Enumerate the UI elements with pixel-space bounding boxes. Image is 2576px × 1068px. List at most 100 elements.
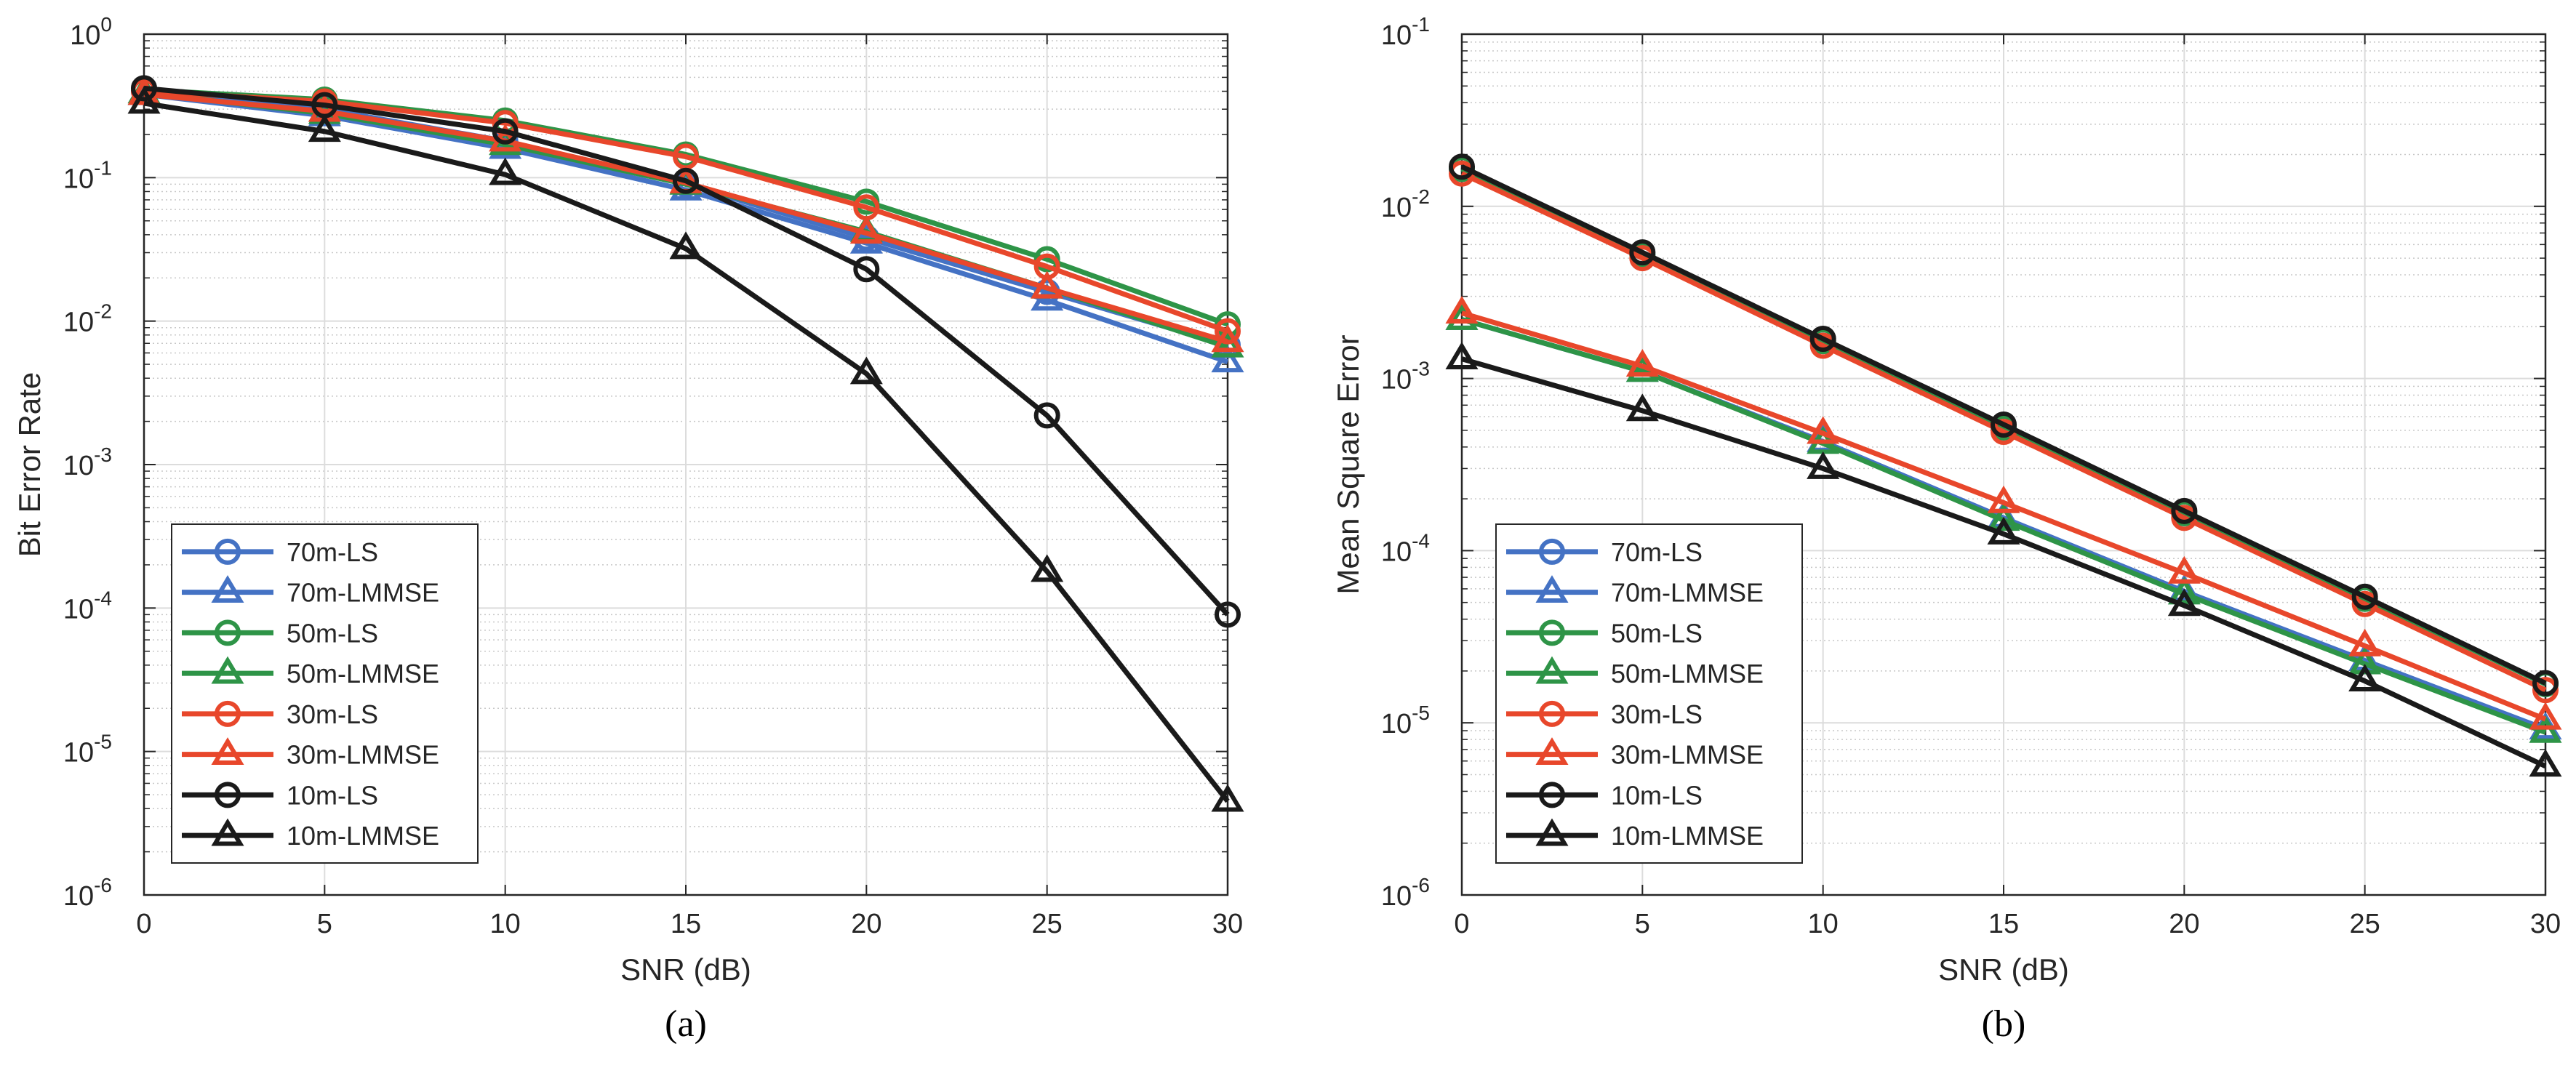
data-point (1449, 153, 1475, 180)
x-tick-label: 25 (1032, 909, 1063, 939)
y-tick-base: 10 (1381, 365, 1412, 396)
y-tick-label: 10-6 (63, 874, 112, 912)
legend-item: 10m-LS (1506, 780, 1703, 810)
legend-item: 10m-LMMSE (182, 818, 439, 851)
y-tick-base: 10 (63, 164, 94, 194)
data-point (849, 216, 883, 244)
y-tick-label: 10-3 (1381, 358, 1430, 396)
x-tick-label: 15 (1988, 909, 2019, 939)
data-point (2348, 664, 2382, 692)
y-tick-exponent: -4 (1412, 529, 1430, 552)
y-tick-exponent: -2 (94, 300, 112, 323)
panel-b: 0 5 10 15 20 25 3010-610-510-410-310-210-1SNR … (1331, 13, 2562, 1045)
series-line (143, 100, 1230, 803)
data-point (131, 75, 157, 102)
data-point (1535, 737, 1569, 766)
data-point (1539, 700, 1565, 727)
data-point (215, 700, 241, 727)
data-point (1539, 619, 1565, 646)
y-tick-base: 10 (63, 881, 94, 912)
legend-item: 30m-LMMSE (1506, 737, 1764, 770)
series-line (143, 85, 1230, 617)
x-axis-label: SNR (dB) (620, 952, 751, 987)
panel-caption: (b) (1982, 1003, 2026, 1045)
y-tick-base: 10 (70, 20, 100, 51)
data-point (1539, 538, 1565, 565)
y-tick-base: 10 (1381, 20, 1412, 51)
legend-item: 70m-LS (182, 537, 378, 567)
y-tick-label: 10-5 (1381, 702, 1430, 739)
y-tick-base: 10 (1381, 537, 1412, 567)
data-point (308, 114, 341, 142)
data-point (1987, 503, 2020, 531)
y-tick-exponent: 0 (100, 13, 112, 36)
data-point (2167, 577, 2201, 605)
data-point (2529, 749, 2562, 777)
legend-label: 10m-LMMSE (1611, 821, 1764, 851)
data-point (2529, 715, 2562, 743)
data-point (1211, 345, 1244, 373)
legend-label: 10m-LMMSE (287, 821, 439, 851)
data-point (489, 157, 522, 185)
legend-item: 30m-LS (182, 699, 378, 729)
legend-label: 30m-LMMSE (287, 740, 439, 770)
legend-label: 10m-LS (287, 780, 378, 810)
y-tick-base: 10 (1381, 193, 1412, 223)
data-point (1807, 416, 1840, 444)
panel-a: 0 5 10 15 20 25 3010-610-510-410-310-210-1100S… (12, 13, 1244, 1045)
data-point (2171, 497, 2198, 524)
data-point (1215, 601, 1241, 628)
legend-item: 10m-LS (182, 780, 378, 810)
legend-label: 30m-LS (1611, 699, 1703, 729)
data-point (1535, 818, 1569, 846)
legend: 70m-LS 70m-LMMSE 50m-LS 50m-LMMSE 30m-LS 30m-… (1495, 523, 1803, 864)
legend-label: 70m-LS (1611, 537, 1703, 567)
data-point (673, 167, 699, 194)
legend-item: 70m-LS (1506, 537, 1703, 567)
data-point (1445, 342, 1479, 370)
data-point (211, 656, 244, 684)
legend-box (171, 523, 479, 864)
series-line (1461, 310, 2547, 722)
legend-label: 30m-LS (287, 699, 378, 729)
data-point (492, 118, 519, 145)
data-point (1033, 402, 1060, 429)
legend-label: 70m-LS (287, 537, 378, 567)
legend-label: 70m-LMMSE (1611, 578, 1764, 608)
data-point (2532, 670, 2559, 696)
data-point (849, 356, 883, 385)
data-point (1625, 349, 1659, 377)
legend-box (1495, 523, 1803, 864)
y-tick-label: 10-2 (63, 300, 112, 338)
y-tick-exponent: -6 (1412, 874, 1430, 896)
data-point (211, 737, 244, 766)
x-axis-label: SNR (dB) (1938, 952, 2069, 987)
y-tick-label: 10-3 (63, 443, 112, 481)
y-tick-label: 10-5 (63, 731, 112, 768)
data-point (1211, 784, 1244, 812)
data-point (211, 818, 244, 846)
data-point (1807, 451, 1840, 479)
series-30m-LMMSE (1445, 296, 2562, 730)
data-point (1991, 411, 2017, 438)
legend-item: 50m-LS (1506, 618, 1703, 648)
legend-label: 50m-LS (287, 618, 378, 648)
legend-label: 30m-LMMSE (1611, 740, 1764, 770)
y-tick-exponent: -5 (1412, 702, 1430, 724)
data-point (2167, 555, 2201, 584)
y-tick-base: 10 (63, 308, 94, 338)
legend-item: 50m-LS (182, 618, 378, 648)
y-tick-label: 100 (70, 13, 112, 51)
y-tick-exponent: -3 (94, 443, 112, 466)
y-tick-exponent: -6 (94, 874, 112, 896)
data-point (2351, 583, 2378, 610)
y-tick-exponent: -2 (1412, 185, 1430, 208)
data-point (1031, 554, 1064, 582)
data-point (2348, 628, 2382, 657)
legend-item: 10m-LMMSE (1506, 818, 1764, 851)
data-point (211, 575, 244, 603)
y-tick-label: 10-6 (1381, 874, 1430, 912)
data-point (1445, 296, 1479, 324)
data-point (127, 86, 161, 114)
x-tick-label: 0 (1454, 909, 1469, 939)
